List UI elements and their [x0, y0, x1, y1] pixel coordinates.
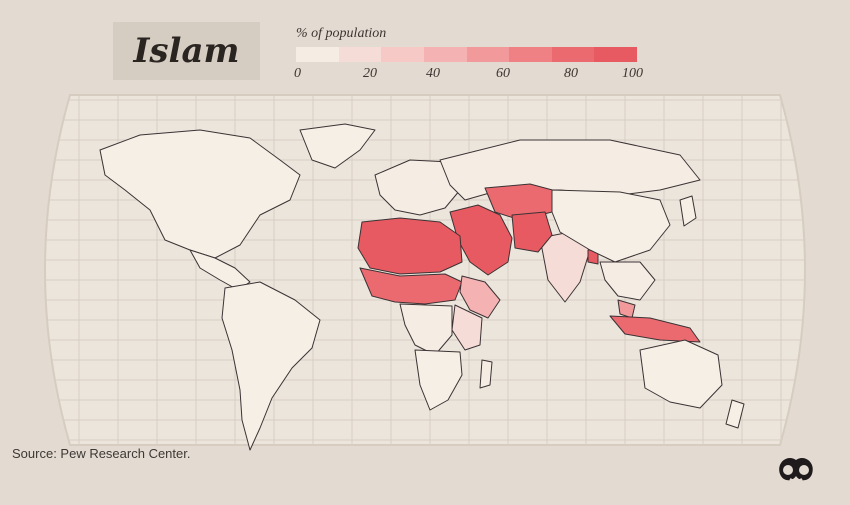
region-horn-of-africa [459, 275, 501, 319]
region-sahel [359, 267, 463, 305]
legend-color-step [466, 47, 510, 62]
source-note: Source: Pew Research Center. [12, 446, 191, 461]
legend-title: % of population [296, 26, 387, 41]
land-layer [99, 123, 745, 451]
publisher-logo-icon [779, 457, 813, 482]
region-north-america [99, 129, 301, 259]
legend-tick: 40 [426, 66, 440, 81]
region-japan [679, 195, 697, 227]
region-europe [374, 159, 461, 216]
legend-tick: 100 [622, 66, 643, 81]
region-russia [439, 139, 701, 201]
legend-color-bar [296, 47, 637, 62]
region-greenland [299, 123, 376, 169]
legend-tick: 20 [363, 66, 377, 81]
region-new-zealand [725, 399, 745, 429]
region-southern-africa [414, 349, 463, 411]
region-madagascar [479, 359, 493, 389]
title-box: Islam [113, 22, 260, 80]
region-southeast-asia [599, 261, 656, 301]
legend-tick: 0 [294, 66, 301, 81]
region-south-america [221, 281, 321, 451]
region-indonesia [609, 315, 701, 343]
legend-color-step [594, 47, 637, 62]
legend-color-step [338, 47, 382, 62]
region-middle-east [449, 204, 513, 276]
region-north-africa [357, 217, 463, 275]
legend-tick: 80 [564, 66, 578, 81]
legend-ticks: 0 20 40 60 80 100 [294, 66, 656, 84]
legend-color-step [423, 47, 467, 62]
legend-tick: 60 [496, 66, 510, 81]
region-australia [639, 339, 723, 409]
legend-color-step [296, 47, 339, 62]
region-pakistan-afghanistan [511, 211, 553, 253]
legend-color-step [381, 47, 424, 62]
legend-color-step [551, 47, 595, 62]
region-china-mongolia [551, 189, 671, 263]
legend-color-step [509, 47, 552, 62]
map-title: Islam [133, 31, 240, 71]
